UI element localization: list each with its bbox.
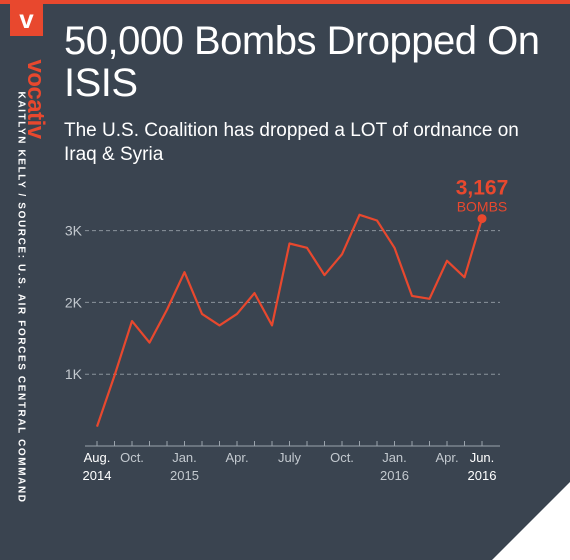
x-tick-label-year: 2015 (170, 468, 199, 483)
annotation-value: 3,167 (456, 177, 509, 200)
x-tick-label-year: 2016 (380, 468, 409, 483)
y-tick-label: 1K (65, 366, 83, 382)
x-tick-label: Jun. (470, 450, 495, 465)
x-tick-label: Aug. (84, 450, 111, 465)
vocativ-logo-icon: v (10, 4, 43, 36)
series-line (95, 213, 484, 427)
x-tick-label: Oct. (330, 450, 354, 465)
end-point-marker (477, 214, 487, 224)
y-tick-label: 2K (65, 294, 83, 310)
x-tick-label: Jan. (382, 450, 407, 465)
page-corner-fold (492, 482, 570, 560)
x-tick-label: Oct. (120, 450, 144, 465)
x-tick-label-year: 2016 (468, 468, 497, 483)
x-tick-label: Jan. (172, 450, 197, 465)
x-tick-label-year: 2014 (83, 468, 112, 483)
annotation-unit: BOMBS (457, 199, 508, 215)
logo-letter: v (19, 4, 34, 34)
y-tick-label: 3K (65, 223, 83, 239)
x-tick-label: Apr. (435, 450, 458, 465)
page-subtitle: The U.S. Coalition has dropped a LOT of … (64, 120, 519, 165)
x-tick-label: Apr. (225, 450, 248, 465)
page-title: 50,000 Bombs Dropped On ISIS (64, 19, 540, 105)
top-accent-bar (0, 0, 570, 4)
x-tick-label: July (278, 450, 302, 465)
